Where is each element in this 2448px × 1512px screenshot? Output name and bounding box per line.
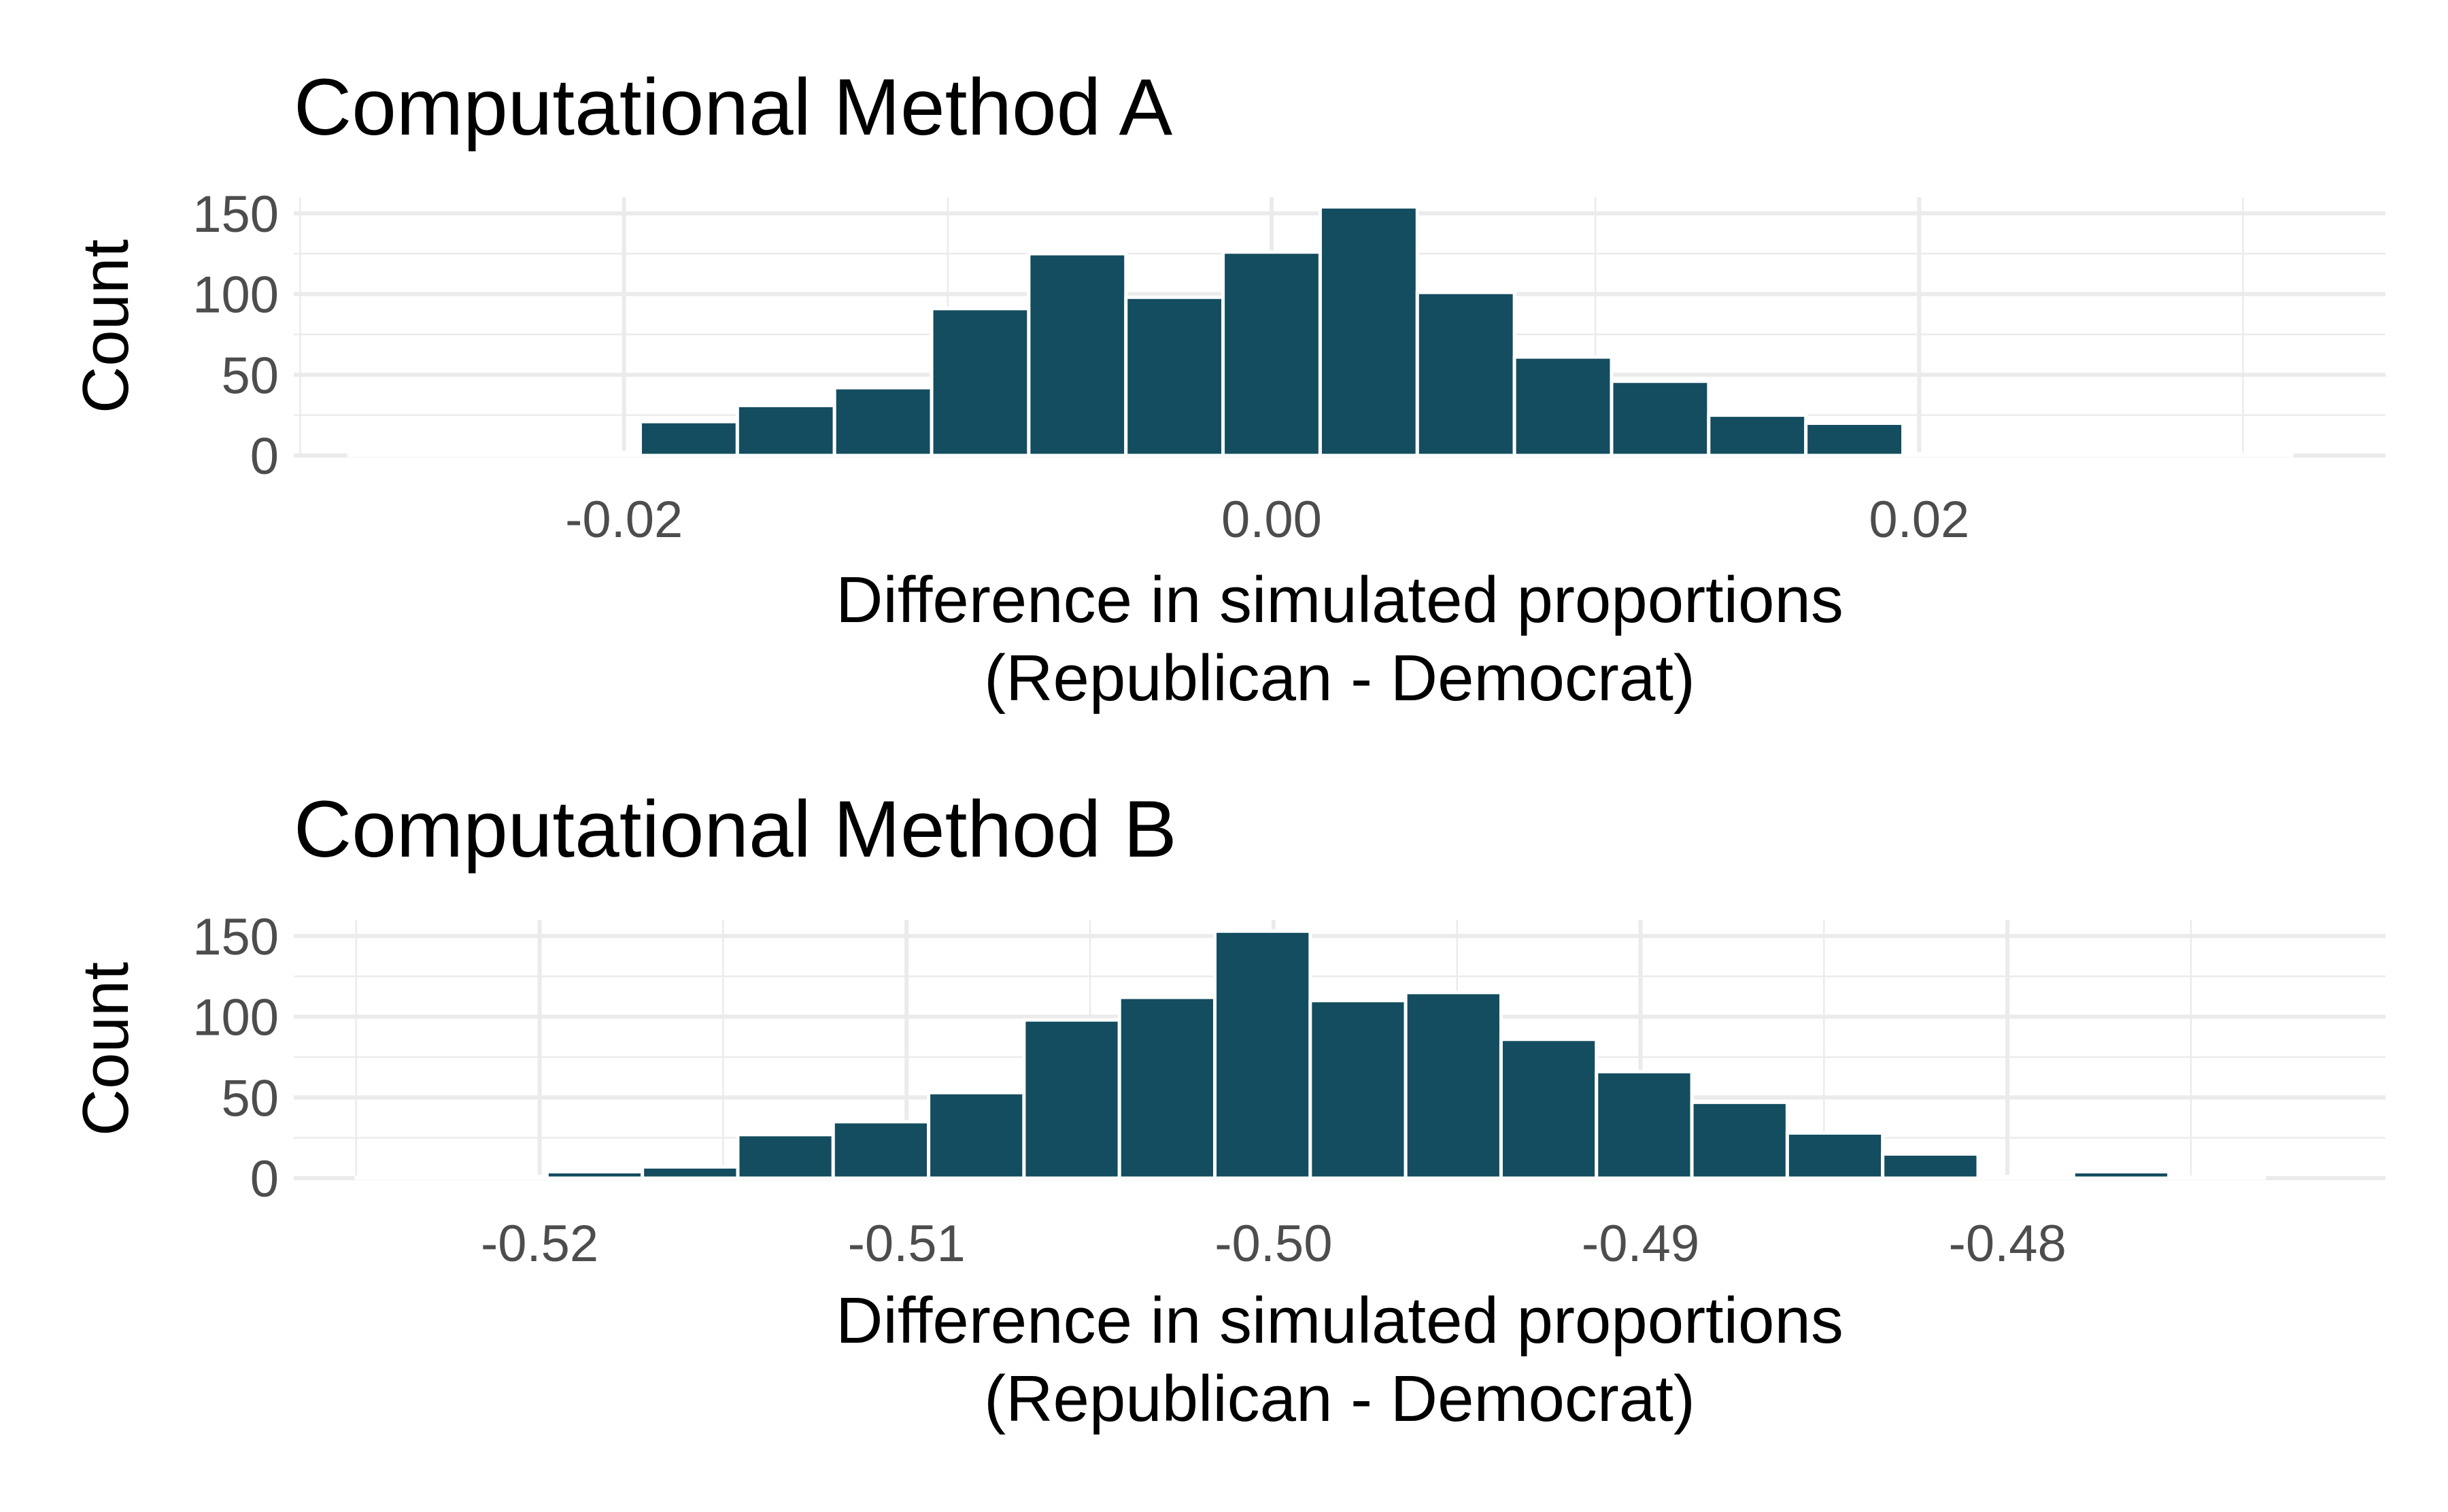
histogram-bar xyxy=(1124,295,1225,458)
y-axis-label: Count xyxy=(69,962,142,1136)
histogram-bar xyxy=(1499,1037,1599,1180)
chart-panel-1: Computational Method A 0 50 100 150 -0.02 0.00… xyxy=(69,63,2385,715)
histogram-bar xyxy=(927,1090,1026,1180)
x-tick-label: 0.00 xyxy=(1221,491,1322,549)
histogram-bar xyxy=(1785,1131,1885,1180)
histogram-bar xyxy=(1690,1100,1789,1180)
y-tick-label: 100 xyxy=(192,267,279,324)
histogram-bar xyxy=(638,419,739,458)
histogram-bar xyxy=(347,453,448,458)
histogram-bar xyxy=(1595,1069,1694,1180)
x-tick-label: 0.02 xyxy=(1869,491,1969,549)
histogram-bar xyxy=(1318,205,1419,458)
histogram-bar xyxy=(1998,453,2099,458)
histogram-bar xyxy=(1404,991,1503,1180)
x-axis-label-line-2: (Republican - Democrat) xyxy=(984,642,1695,715)
histogram-bar xyxy=(2071,1170,2171,1180)
histogram-bar xyxy=(735,403,836,458)
histogram-bar xyxy=(1213,929,1312,1180)
x-axis-label: Difference in simulated proportions xyxy=(836,1284,1843,1357)
histogram-bar xyxy=(1707,413,1808,458)
y-tick-label: 150 xyxy=(192,186,279,243)
histogram-bar xyxy=(1512,355,1614,458)
histogram-bar xyxy=(1022,1018,1121,1180)
histogram-bar xyxy=(1308,999,1408,1180)
x-tick-label: -0.51 xyxy=(848,1215,966,1273)
histogram-bar xyxy=(832,385,934,458)
chart-panel-2: Computational Method B 0 50 100 150 -0.52 -0.5… xyxy=(69,785,2385,1435)
histogram-bar xyxy=(1415,290,1516,458)
x-tick-label: -0.52 xyxy=(481,1215,598,1273)
histogram-bar xyxy=(831,1120,931,1180)
chart-title: Computational Method B xyxy=(294,785,1177,874)
y-tick-label: 50 xyxy=(221,1069,279,1127)
histogram-bar xyxy=(444,450,545,458)
histogram-bar xyxy=(545,1170,645,1180)
x-tick-label: -0.49 xyxy=(1582,1215,1699,1273)
histogram-bar xyxy=(1976,1175,2075,1180)
x-tick-label: -0.48 xyxy=(1949,1215,2067,1273)
histogram-bar xyxy=(1881,1152,1980,1180)
histogram-bar xyxy=(1221,250,1322,458)
histogram-bar xyxy=(930,307,1031,458)
x-axis-label: Difference in simulated proportions xyxy=(836,564,1843,636)
histogram-bar xyxy=(641,1165,740,1180)
y-tick-label: 0 xyxy=(250,1150,279,1208)
y-tick-label: 50 xyxy=(221,347,279,405)
y-tick-label: 100 xyxy=(192,989,279,1047)
histogram-bar xyxy=(1117,995,1217,1180)
histogram-bar xyxy=(736,1133,835,1180)
histogram-bar xyxy=(1901,452,2002,458)
x-tick-label: -0.50 xyxy=(1214,1215,1332,1273)
histogram-bar xyxy=(1804,422,1905,458)
histogram-bar xyxy=(449,1175,549,1180)
histogram-bar xyxy=(2192,453,2294,458)
x-axis-label-line-2: (Republican - Democrat) xyxy=(984,1362,1695,1435)
histogram-bar xyxy=(354,1175,454,1180)
y-tick-label: 150 xyxy=(192,908,279,966)
chart-title: Computational Method A xyxy=(294,63,1173,152)
histogram-bar xyxy=(541,450,642,458)
histogram-bar xyxy=(1610,379,1711,458)
y-axis-label: Count xyxy=(69,239,142,413)
histogram-bar xyxy=(1027,252,1128,458)
y-tick-label: 0 xyxy=(250,428,279,485)
histogram-bar xyxy=(2095,453,2196,458)
x-tick-label: -0.02 xyxy=(565,491,683,549)
histogram-bar xyxy=(2167,1175,2266,1180)
